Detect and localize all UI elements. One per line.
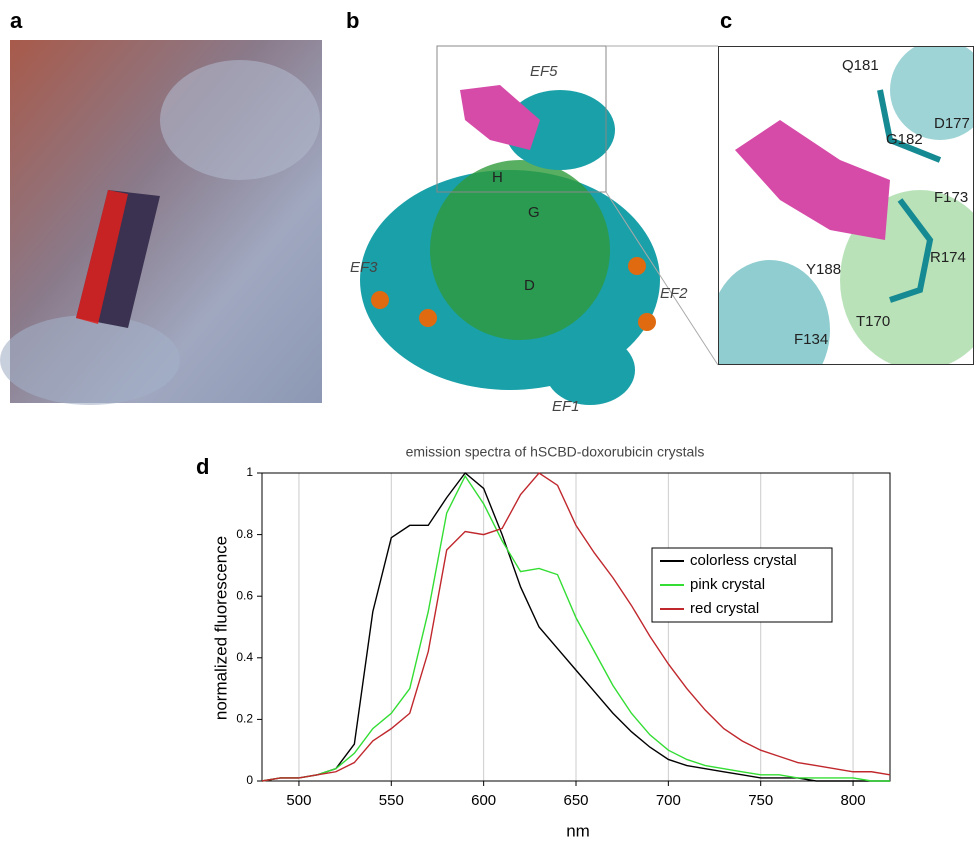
- protein-cartoon: [430, 160, 610, 340]
- annotation: D: [524, 277, 535, 294]
- annotation: G: [528, 204, 540, 221]
- annotation: Y188: [806, 261, 841, 278]
- protein-cartoon: [890, 46, 974, 140]
- zoom-box: [436, 45, 607, 193]
- x-tick-label: 600: [471, 792, 496, 809]
- ligand: [735, 120, 890, 240]
- annotation: H: [492, 169, 503, 186]
- y-tick-label: 0.8: [236, 527, 253, 541]
- y-tick-label: 0.6: [236, 588, 253, 602]
- series-line: [261, 472, 891, 782]
- y-tick-label: 0.2: [236, 712, 253, 726]
- chart-title: emission spectra of hSCBD-doxorubicin cr…: [406, 444, 705, 460]
- annotation: EF1: [552, 398, 580, 415]
- x-axis-label: nm: [566, 821, 590, 840]
- panel-c: c Q181 G182 D177 F173 R174 Y188 T170 F13…: [718, 8, 974, 365]
- x-tick-label: 700: [656, 792, 681, 809]
- y-axis-label: normalized fluorescence: [211, 536, 230, 720]
- annotation: D177: [934, 115, 970, 132]
- series-line: [261, 471, 890, 782]
- annotation: Q181: [842, 57, 879, 74]
- annotation: EF2: [660, 285, 688, 302]
- series-line: [261, 474, 890, 782]
- panel-label: c: [720, 8, 732, 33]
- ion: [638, 313, 656, 331]
- y-tick-label: 0: [246, 773, 253, 787]
- annotation: F173: [934, 189, 968, 206]
- ion: [371, 291, 389, 309]
- panel-a: a: [0, 8, 322, 405]
- annotation: R174: [930, 249, 966, 266]
- panel-label: a: [10, 8, 23, 33]
- protein-cartoon: [505, 90, 615, 170]
- x-tick-label: 650: [563, 792, 588, 809]
- panel-d: d emission spectra of hSCBD-doxorubicin …: [196, 444, 891, 840]
- zoom-line: [605, 191, 719, 366]
- ligand: [460, 85, 540, 150]
- x-tick-label: 800: [841, 792, 866, 809]
- crystal-glow: [76, 190, 128, 324]
- y-tick-label: 1: [246, 465, 253, 479]
- legend-label: colorless crystal: [690, 552, 797, 569]
- annotation: F134: [794, 331, 828, 348]
- x-tick-label: 550: [379, 792, 404, 809]
- annotation: G182: [886, 131, 923, 148]
- ion: [419, 309, 437, 327]
- x-tick-label: 500: [286, 792, 311, 809]
- annotation: T170: [856, 313, 890, 330]
- panel-label: d: [196, 454, 209, 479]
- legend-label: pink crystal: [690, 576, 765, 593]
- residue: [889, 198, 934, 303]
- photo-texture: [0, 315, 180, 405]
- protein-cartoon: [545, 335, 635, 405]
- panel-b: b EF5 H G EF3 D EF2 EF1: [346, 8, 719, 415]
- annotation: EF3: [350, 259, 378, 276]
- photo-texture: [160, 60, 320, 180]
- ion: [628, 257, 646, 275]
- legend-label: red crystal: [690, 600, 759, 617]
- y-tick-label: 0.4: [236, 650, 253, 664]
- protein-cartoon: [718, 260, 830, 365]
- plot-frame: [261, 472, 891, 782]
- panel-label: b: [346, 8, 359, 33]
- annotation: EF5: [530, 63, 558, 80]
- x-tick-label: 750: [748, 792, 773, 809]
- residue: [877, 89, 942, 163]
